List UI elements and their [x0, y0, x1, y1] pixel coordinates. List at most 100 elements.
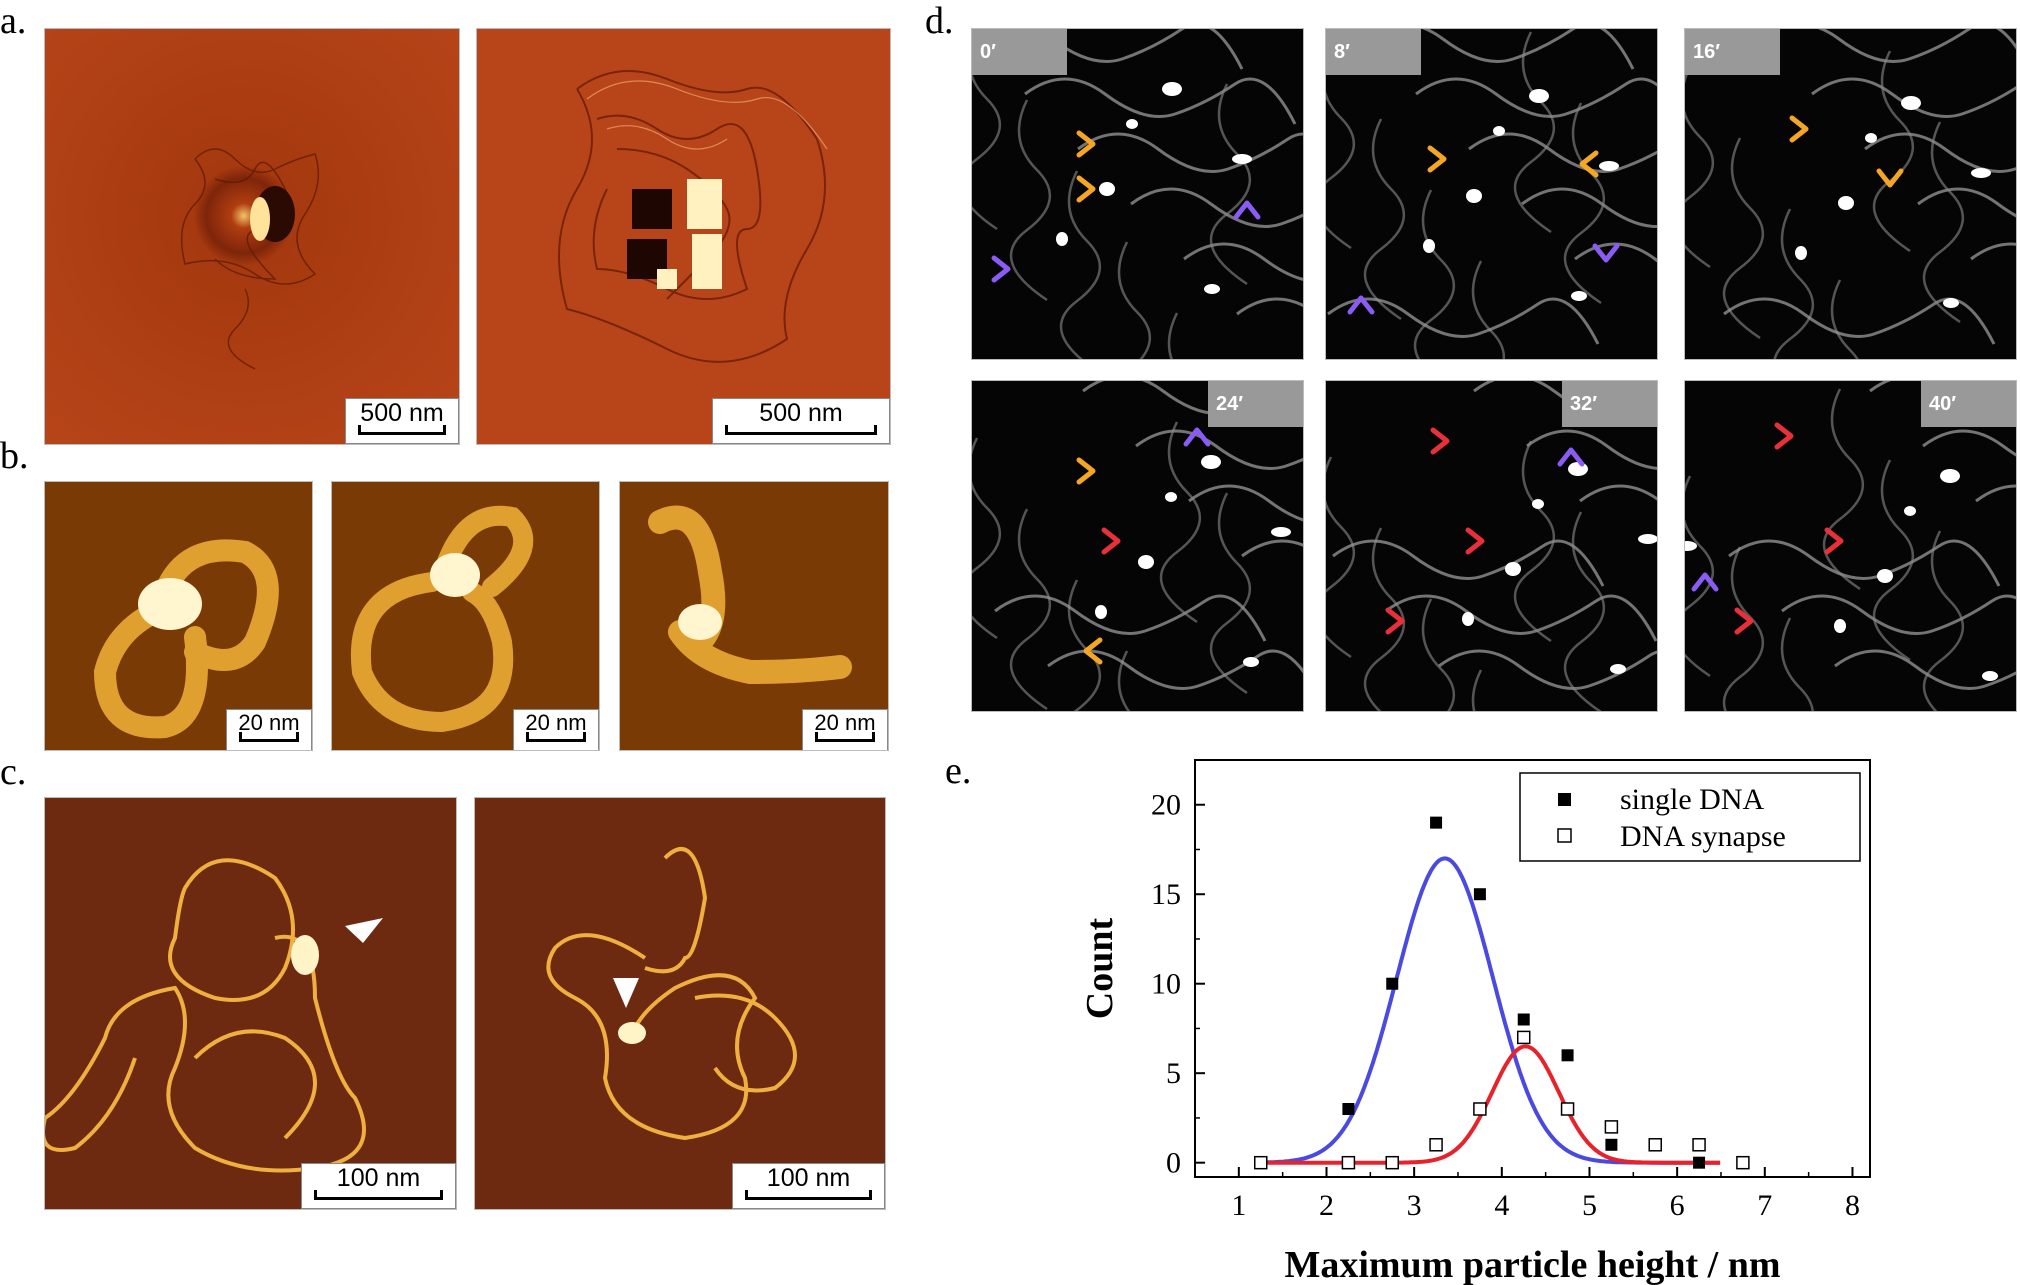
arrow-marker: [1557, 447, 1585, 467]
scale-bar-a-right: 500 nm: [712, 398, 890, 444]
point-dna-synapse: [1560, 1102, 1575, 1116]
arrow-marker: [1579, 150, 1599, 178]
x-tick-label: 7: [1757, 1189, 1772, 1222]
afm-frame-3: 24′: [971, 380, 1304, 712]
arrow-marker: [1233, 200, 1261, 220]
point-dna-synapse: [1429, 1138, 1443, 1152]
x-tick-label: 3: [1407, 1189, 1422, 1222]
dna-loop: [648, 505, 852, 685]
point-dna-synapse: [1692, 1138, 1706, 1152]
arrow-marker: [1734, 607, 1754, 635]
afm-image-b-2: 20 nm: [331, 481, 600, 751]
scale-label: 20 nm: [814, 710, 876, 735]
arrow-marker: [1465, 527, 1485, 555]
x-tick-label: 4: [1494, 1189, 1509, 1222]
afm-image-b-1: 20 nm: [44, 481, 313, 751]
afm-texture: [558, 70, 828, 363]
point-single-dna: [1561, 1049, 1574, 1062]
scale-bar-b-2: 20 nm: [513, 709, 599, 750]
time-label: 0′: [972, 29, 1067, 75]
arrow-marker: [1076, 130, 1096, 158]
point-dna-synapse: [1253, 1155, 1268, 1170]
time-label: 16′: [1685, 29, 1780, 75]
point-dna-synapse: [1604, 1120, 1619, 1134]
time-label: 32′: [1562, 381, 1657, 427]
point-single-dna: [1693, 1156, 1706, 1169]
arrow-marker: [1774, 422, 1794, 450]
afm-frame-1: 8′200 nm: [1325, 28, 1658, 360]
point-single-dna: [1473, 888, 1486, 901]
arrow-marker: [1083, 637, 1103, 665]
point-dna-synapse: [1648, 1138, 1662, 1152]
point-single-dna: [1605, 1138, 1618, 1151]
arrow-marker: [1076, 457, 1096, 485]
point-single-dna: [1517, 1013, 1530, 1026]
y-tick-label: 0: [1166, 1147, 1181, 1180]
time-label: 8′: [1326, 29, 1421, 75]
arrow-marker: [1592, 243, 1620, 263]
legend-marker-synapse: [1557, 828, 1572, 843]
dna-loop: [93, 539, 279, 739]
arrow-marker: [1076, 175, 1096, 203]
arrow-marker: [1876, 168, 1904, 188]
arrow-marker: [1824, 527, 1844, 555]
point-single-dna: [1430, 816, 1443, 829]
afm-frame-4: 32′: [1325, 380, 1658, 712]
scale-bar-c-left: 100 nm: [301, 1163, 456, 1209]
panel-label-d: d.: [925, 0, 954, 42]
y-tick-label: 10: [1151, 968, 1181, 1001]
arrow-marker: [1347, 295, 1375, 315]
x-tick-label: 8: [1845, 1189, 1860, 1222]
dna-plasmid: [546, 847, 797, 1141]
point-dna-synapse: [1341, 1155, 1356, 1170]
legend-label-synapse: DNA synapse: [1620, 820, 1786, 853]
arrow-marker: [1691, 572, 1719, 592]
scale-label: 20 nm: [525, 710, 587, 735]
scale-bar-b-1: 20 nm: [226, 709, 312, 750]
afm-frame-0: 0′: [971, 28, 1304, 360]
arrow-marker: [991, 255, 1011, 283]
x-tick-label: 1: [1231, 1189, 1246, 1222]
x-axis-label: Maximum particle height / nm: [1284, 1244, 1780, 1285]
x-tick-label: 6: [1670, 1189, 1685, 1222]
scale-label: 100 nm: [766, 1164, 851, 1192]
fit-curve-0: [1260, 856, 1721, 1165]
point-dna-synapse: [1516, 1030, 1531, 1045]
scale-bar-c-right: 100 nm: [732, 1163, 885, 1209]
afm-frame-2: 16′: [1684, 28, 2017, 360]
time-label: 24′: [1208, 381, 1303, 427]
scale-bar-a-left: 500 nm: [345, 398, 459, 444]
point-single-dna: [1386, 977, 1399, 990]
panel-label-e: e.: [945, 750, 972, 792]
fit-curve-1: [1260, 1044, 1721, 1165]
legend-marker-single: [1558, 793, 1571, 806]
afm-image-a-left: 500 nm: [44, 28, 460, 445]
arrow-marker: [1430, 427, 1450, 455]
dna-loop: [350, 505, 534, 733]
afm-image-c-left: 100 nm: [44, 797, 457, 1210]
afm-texture: [180, 148, 320, 370]
scale-label: 500 nm: [759, 399, 843, 427]
y-tick-label: 20: [1151, 789, 1181, 822]
point-single-dna: [1342, 1102, 1355, 1115]
legend-box: [1519, 772, 1861, 862]
arrow-marker: [1385, 607, 1405, 635]
y-axis-label: Count: [1079, 917, 1121, 1019]
plot-frame: [1194, 759, 1871, 1178]
afm-image-c-right: 100 nm: [474, 797, 886, 1210]
scale-bar-b-3: 20 nm: [802, 709, 888, 750]
dna-plasmid: [45, 858, 383, 1173]
point-dna-synapse: [1385, 1155, 1399, 1170]
height-histogram-chart: 1 2 3 4 5 6 7 8 0 5 10 15 20 Maximum particle height …: [1079, 759, 1871, 1285]
x-tick-label: 2: [1319, 1189, 1334, 1222]
time-label: 40′: [1921, 381, 2016, 427]
scale-label: 20 nm: [238, 710, 300, 735]
scale-label: 100 nm: [336, 1164, 421, 1192]
afm-image-a-right: 500 nm: [476, 28, 891, 445]
arrow-marker: [1789, 115, 1809, 143]
arrow-marker: [1183, 427, 1211, 447]
x-tick-label: 5: [1582, 1189, 1597, 1222]
afm-frame-5: 40′: [1684, 380, 2017, 712]
panel-label-c: c.: [0, 751, 27, 793]
panel-label-b: b.: [0, 435, 29, 477]
